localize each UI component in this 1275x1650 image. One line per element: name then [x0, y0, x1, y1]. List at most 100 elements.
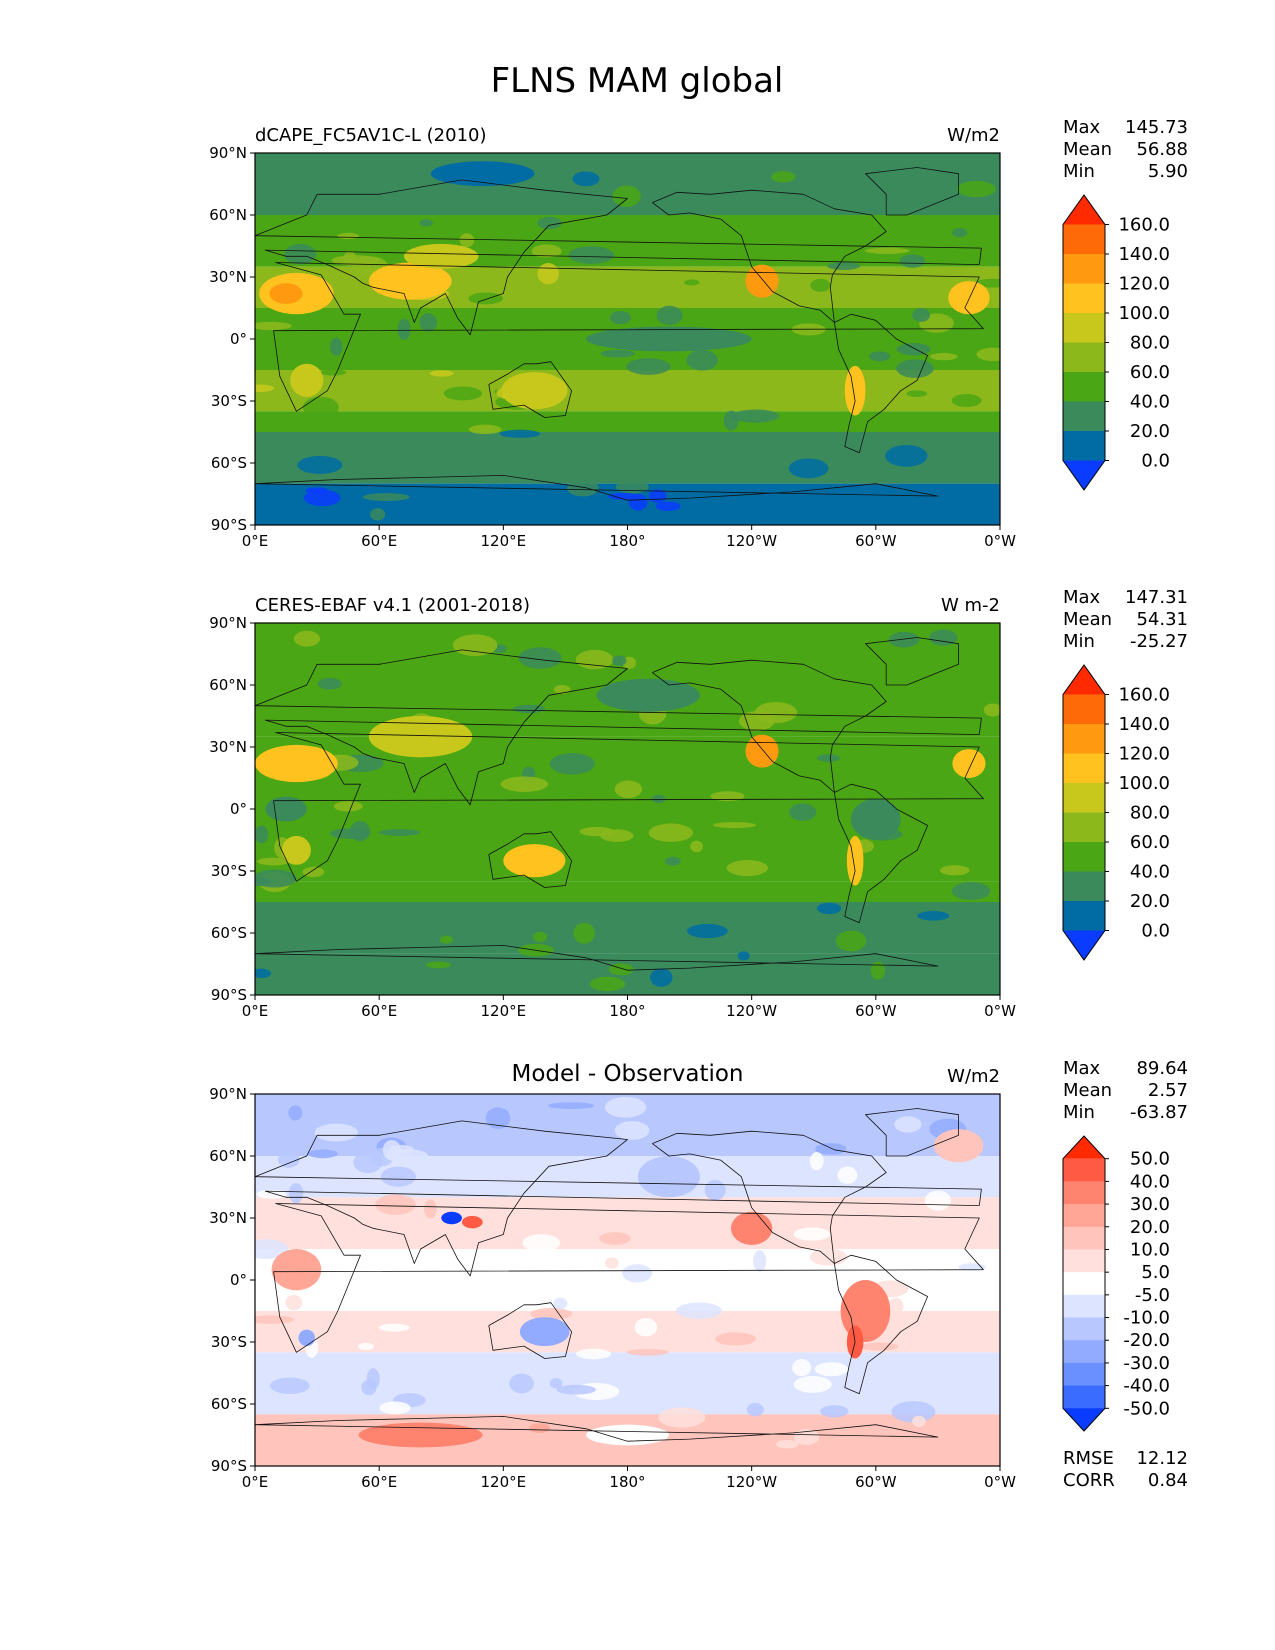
field-patch	[549, 1378, 563, 1389]
x-tick-label: 0°E	[242, 1002, 269, 1020]
x-tick-label: 60°W	[855, 532, 897, 550]
stat-value-max: 89.64	[1136, 1058, 1188, 1079]
field-patch	[537, 216, 562, 230]
field-patch	[820, 1405, 849, 1418]
stat-value-mean: 2.57	[1148, 1080, 1188, 1101]
field-patch	[837, 1166, 858, 1184]
x-tick-label: 120°E	[481, 1002, 527, 1020]
colorbar-model: 160.0 140.0 120.0 100.0 80.0 60.0 40.0 20.0 0.0	[1062, 194, 1170, 491]
stat-label-max: Max	[1063, 117, 1101, 138]
field-patch	[690, 840, 703, 853]
field-band-4	[255, 370, 1000, 412]
colorbar-label: 10.0	[1130, 1239, 1170, 1260]
field-patch	[912, 308, 931, 322]
colorbar-extend-min	[1063, 1408, 1105, 1431]
x-tick-label: 120°E	[481, 1473, 527, 1491]
field-feature-6	[281, 835, 311, 865]
field-patch	[297, 455, 343, 474]
y-tick-label: 60°N	[209, 676, 247, 694]
field-patch	[952, 227, 968, 238]
field-feature-10	[933, 1129, 984, 1163]
colorbar-label: 160.0	[1118, 215, 1170, 236]
panels: dCAPE_FC5AV1C-L (2010) W/m2 0°E 60°E 120°E 18…	[209, 117, 1188, 1491]
y-tick-label: 60°S	[211, 1395, 247, 1413]
stat-value-min: -25.27	[1130, 631, 1188, 652]
field-patch	[912, 1415, 926, 1428]
field-patch	[320, 369, 347, 376]
field-patch	[726, 860, 769, 877]
field-patch	[257, 857, 290, 866]
field-patch	[723, 410, 739, 431]
field-patch	[589, 976, 626, 992]
colorbar-segment	[1063, 224, 1105, 255]
colorbar-segment	[1063, 1317, 1105, 1341]
colorbar-label: 140.0	[1118, 714, 1170, 735]
colorbar-label: -50.0	[1123, 1398, 1170, 1419]
field-patch	[568, 246, 615, 264]
field-patch	[533, 931, 548, 943]
field-feature-3	[404, 243, 479, 269]
field-patch	[604, 1257, 619, 1269]
coastline-5	[255, 1416, 939, 1442]
colorbar-label: 160.0	[1118, 685, 1170, 706]
y-tick-label: 90°S	[211, 516, 247, 534]
field-patch	[288, 1183, 304, 1204]
field-feature-5	[948, 281, 990, 315]
field-patch	[459, 233, 475, 248]
field-patch	[626, 1348, 669, 1356]
colorbar-segment	[1063, 1158, 1105, 1182]
colorbar-segment	[1063, 724, 1105, 754]
colorbar-segment	[1063, 694, 1105, 725]
x-tick-label: 180°	[609, 1473, 645, 1491]
field-patch	[612, 655, 627, 667]
field-patch	[622, 1264, 653, 1283]
field-patch	[789, 803, 817, 821]
field-patch	[951, 882, 991, 900]
coastline-3	[652, 1130, 887, 1264]
field-patch	[529, 1423, 550, 1433]
field-patch	[612, 185, 641, 207]
colorbar-label: 120.0	[1118, 274, 1170, 295]
figure-title: FLNS MAM global	[491, 61, 784, 101]
field-patch	[429, 370, 454, 377]
y-tick-label: 30°S	[211, 392, 247, 410]
field-patch	[255, 321, 292, 331]
colorbar-extend-min	[1063, 460, 1105, 490]
field-patch	[439, 935, 454, 944]
field-patch	[302, 396, 339, 419]
panel-difference: Model - Observation W/m2 0°E 60°E 120°E 180° 1…	[209, 1058, 1188, 1491]
field-patch	[976, 347, 1000, 362]
field-patch	[530, 1307, 573, 1320]
colorbar-label: -20.0	[1123, 1330, 1170, 1351]
field-patch	[656, 305, 683, 326]
stat-label-mean: Mean	[1063, 609, 1112, 630]
field-feature-7	[596, 678, 700, 712]
colorbar-segment	[1063, 401, 1105, 432]
x-tick-label: 60°E	[361, 532, 397, 550]
colorbar-label: 60.0	[1130, 832, 1170, 853]
colorbar-segment	[1063, 871, 1105, 902]
coastline-4	[834, 783, 928, 924]
field-patch	[817, 754, 840, 762]
y-tick-label: 30°N	[209, 738, 247, 756]
coastline-0	[273, 1203, 984, 1353]
field-patch	[714, 1332, 757, 1346]
field-patch	[284, 243, 317, 265]
field-band-0	[255, 623, 1000, 685]
x-tick-label: 60°E	[361, 1473, 397, 1491]
field-patch	[285, 1294, 303, 1311]
coastline-6	[865, 1108, 959, 1157]
y-tick-label: 0°	[230, 1271, 247, 1289]
x-tick-label: 120°W	[726, 532, 777, 550]
colorbar-segment	[1063, 1272, 1105, 1296]
colorbar-extend-min	[1063, 930, 1105, 960]
field-patch	[370, 508, 386, 521]
metric-value-rmse: 12.12	[1136, 1448, 1188, 1469]
stat-value-max: 145.73	[1125, 117, 1188, 138]
x-tick-label: 60°E	[361, 1002, 397, 1020]
stat-label-mean: Mean	[1063, 1080, 1112, 1101]
colorbar-label: -30.0	[1123, 1353, 1170, 1374]
stat-label-mean: Mean	[1063, 139, 1112, 160]
field-feature-6	[501, 372, 568, 410]
